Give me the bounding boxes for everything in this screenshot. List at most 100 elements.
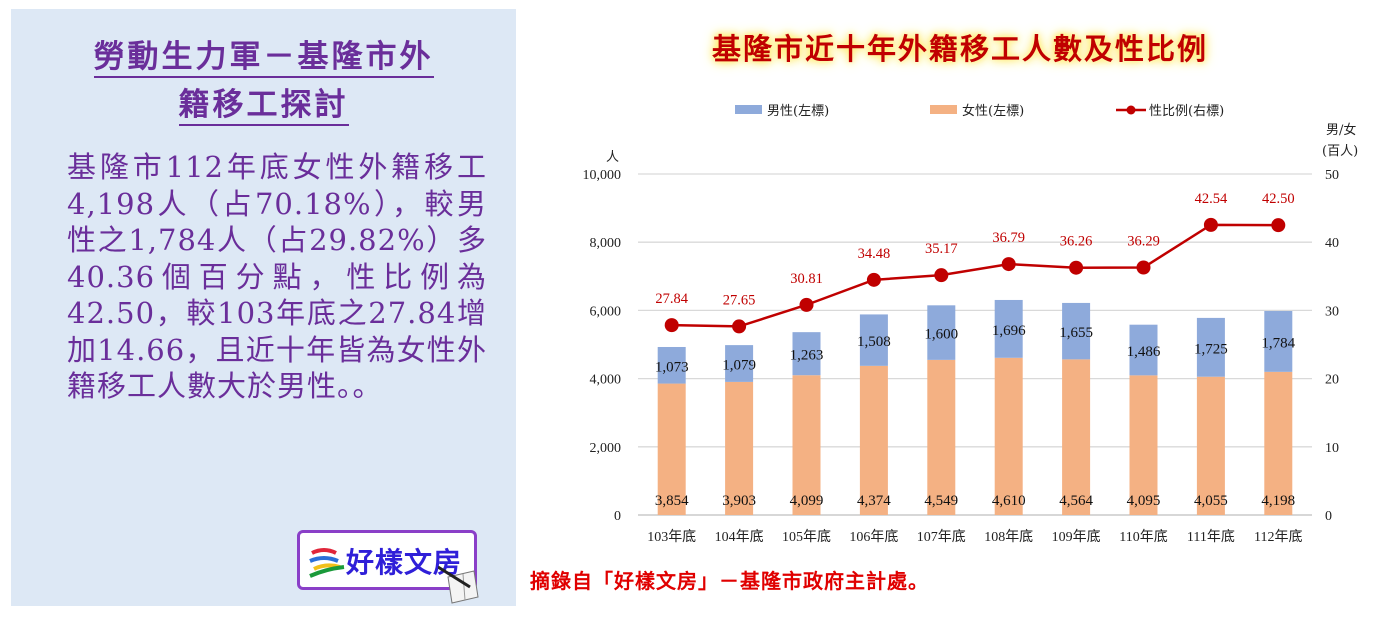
panel-title-line2: 籍移工探討 [178,87,349,126]
sex-ratio-label: 27.84 [655,291,688,307]
summary-panel: 勞動生力軍－基隆市外 籍移工探討 基隆市112年底女性外籍移工4,198人（占7… [11,9,516,606]
male-bar [927,305,956,360]
legend-female: 女性(左標) [930,100,1024,119]
right-tick-label: 30 [1325,304,1339,319]
sex-ratio-label: 35.17 [925,241,958,257]
female-bar [657,383,686,515]
category-label: 109年底 [1052,529,1101,545]
line-marker-icon [1116,105,1146,114]
female-bar [927,359,956,515]
right-axis-unit-line1: 男/女 [1326,123,1357,138]
left-tick-label: 2,000 [590,441,622,456]
category-label: 108年底 [984,529,1033,545]
female-value-label: 4,198 [1261,493,1295,509]
right-axis-unit-line2: (百人) [1322,144,1359,159]
category-label: 112年底 [1254,529,1302,545]
female-bar [1264,371,1293,515]
male-value-label: 1,263 [790,348,824,364]
sex-ratio-marker [1203,217,1218,232]
female-value-label: 4,564 [1059,493,1093,509]
male-bar [859,314,888,366]
haoyang-wenfang-logo: 好樣文房 [297,530,479,604]
female-bar [859,365,888,515]
book-pen-icon [438,565,479,604]
logo-text: 好樣文房 [346,546,463,579]
female-bar [1129,375,1158,515]
female-value-label: 4,099 [790,493,824,509]
female-value-label: 4,374 [857,493,891,509]
category-label: 110年底 [1119,529,1167,545]
sex-ratio-line [671,223,1279,328]
male-bar [1264,311,1293,372]
female-value-label: 4,610 [992,493,1026,509]
female-bar [994,357,1023,515]
legend-male-label: 男性(左標) [767,104,830,119]
panel-title: 勞動生力軍－基隆市外 籍移工探討 [11,33,516,129]
male-value-label: 1,508 [857,334,891,350]
female-bar [725,381,754,515]
male-value-label: 1,600 [924,327,958,343]
right-tick-label: 20 [1325,373,1339,388]
category-label: 104年底 [715,529,764,545]
chart-title: 基隆市近十年外籍移工人數及性比例 [711,32,1208,66]
male-value-label: 1,784 [1261,335,1295,351]
legend-male: 男性(左標) [735,100,829,119]
category-label: 103年底 [647,529,696,545]
female-value-label: 4,055 [1194,493,1228,509]
male-bar [725,345,754,382]
male-value-label: 1,696 [992,323,1026,339]
sex-ratio-marker [1271,218,1286,233]
category-label: 111年底 [1187,529,1235,545]
source-note: 摘錄自「好樣文房」－基隆市政府主計處。 [530,569,929,593]
left-axis-unit: 人 [606,150,620,165]
female-value-label: 4,095 [1127,493,1161,509]
sex-ratio-label: 42.50 [1262,191,1295,207]
female-bar [792,375,821,515]
left-tick-label: 4,000 [590,373,622,388]
female-bar [1196,376,1225,515]
male-bar [792,332,821,376]
left-tick-label: 6,000 [590,304,622,319]
sex-ratio-marker [866,272,881,287]
female-value-label: 3,854 [655,493,689,509]
sex-ratio-label: 34.48 [858,246,891,262]
right-tick-label: 10 [1325,441,1339,456]
male-bar [1062,302,1091,360]
sex-ratio-marker [1001,257,1016,272]
right-tick-label: 40 [1325,236,1339,251]
category-label: 107年底 [917,529,966,545]
sex-ratio-label: 30.81 [790,271,823,287]
legend-ratio: 性比例(右標) [1116,100,1224,119]
category-label: 105年底 [782,529,831,545]
male-value-label: 1,655 [1059,325,1093,341]
left-tick-label: 0 [614,509,621,524]
sex-ratio-marker [934,268,949,283]
sex-ratio-marker [1069,260,1084,275]
sex-ratio-marker [664,318,679,333]
left-tick-label: 8,000 [590,236,622,251]
male-bar [1129,324,1158,376]
sex-ratio-marker [799,297,814,312]
left-tick-label: 10,000 [583,168,622,183]
female-value-label: 4,549 [924,493,958,509]
legend-female-label: 女性(左標) [962,104,1025,119]
male-swatch-icon [735,105,762,114]
male-value-label: 1,725 [1194,341,1228,357]
sex-ratio-label: 36.29 [1127,234,1160,250]
sex-ratio-label: 42.54 [1195,191,1228,207]
male-bar [657,346,686,384]
female-bar [1062,359,1091,515]
right-tick-label: 50 [1325,168,1339,183]
category-label: 106年底 [849,529,898,545]
sex-ratio-label: 27.65 [723,292,756,308]
sex-ratio-marker [1136,260,1151,275]
female-value-label: 3,903 [722,493,756,509]
male-value-label: 1,073 [655,359,689,375]
right-tick-label: 0 [1325,509,1332,524]
sex-ratio-label: 36.26 [1060,234,1093,250]
male-bar [994,299,1023,358]
male-value-label: 1,079 [722,358,756,374]
female-swatch-icon [930,105,957,114]
sex-ratio-label: 36.79 [992,230,1025,246]
panel-title-line1: 勞動生力軍－基隆市外 [93,39,434,78]
